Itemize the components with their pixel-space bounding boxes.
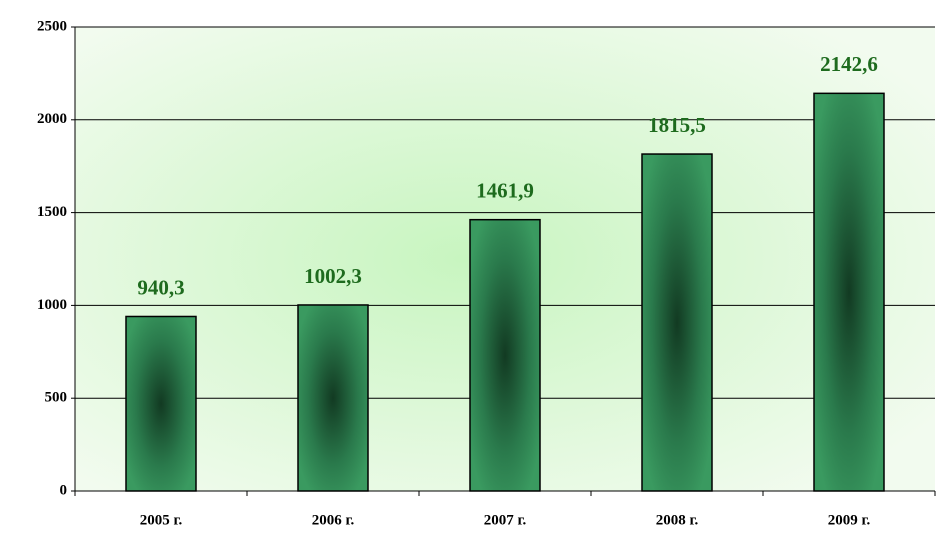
x-tick-label: 2006 г. (312, 512, 355, 528)
value-label: 1002,3 (304, 264, 362, 288)
y-tick-label: 1000 (37, 297, 67, 313)
y-tick-label: 500 (45, 390, 68, 406)
y-tick-label: 1500 (37, 204, 67, 220)
bar (297, 304, 369, 492)
value-label: 1461,9 (476, 178, 534, 202)
bar (125, 315, 197, 492)
x-tick-label: 2009 г. (828, 512, 871, 528)
bar (813, 92, 885, 492)
y-tick-label: 0 (60, 482, 68, 498)
value-label: 1815,5 (648, 113, 706, 137)
x-tick-label: 2007 г. (484, 512, 527, 528)
x-tick-label: 2005 г. (140, 512, 183, 528)
value-label: 940,3 (137, 275, 184, 299)
y-tick-label: 2000 (37, 111, 67, 127)
value-label: 2142,6 (820, 52, 878, 76)
bar (469, 218, 541, 492)
y-tick-label: 2500 (37, 18, 67, 34)
bar (641, 153, 713, 492)
x-tick-label: 2008 г. (656, 512, 699, 528)
